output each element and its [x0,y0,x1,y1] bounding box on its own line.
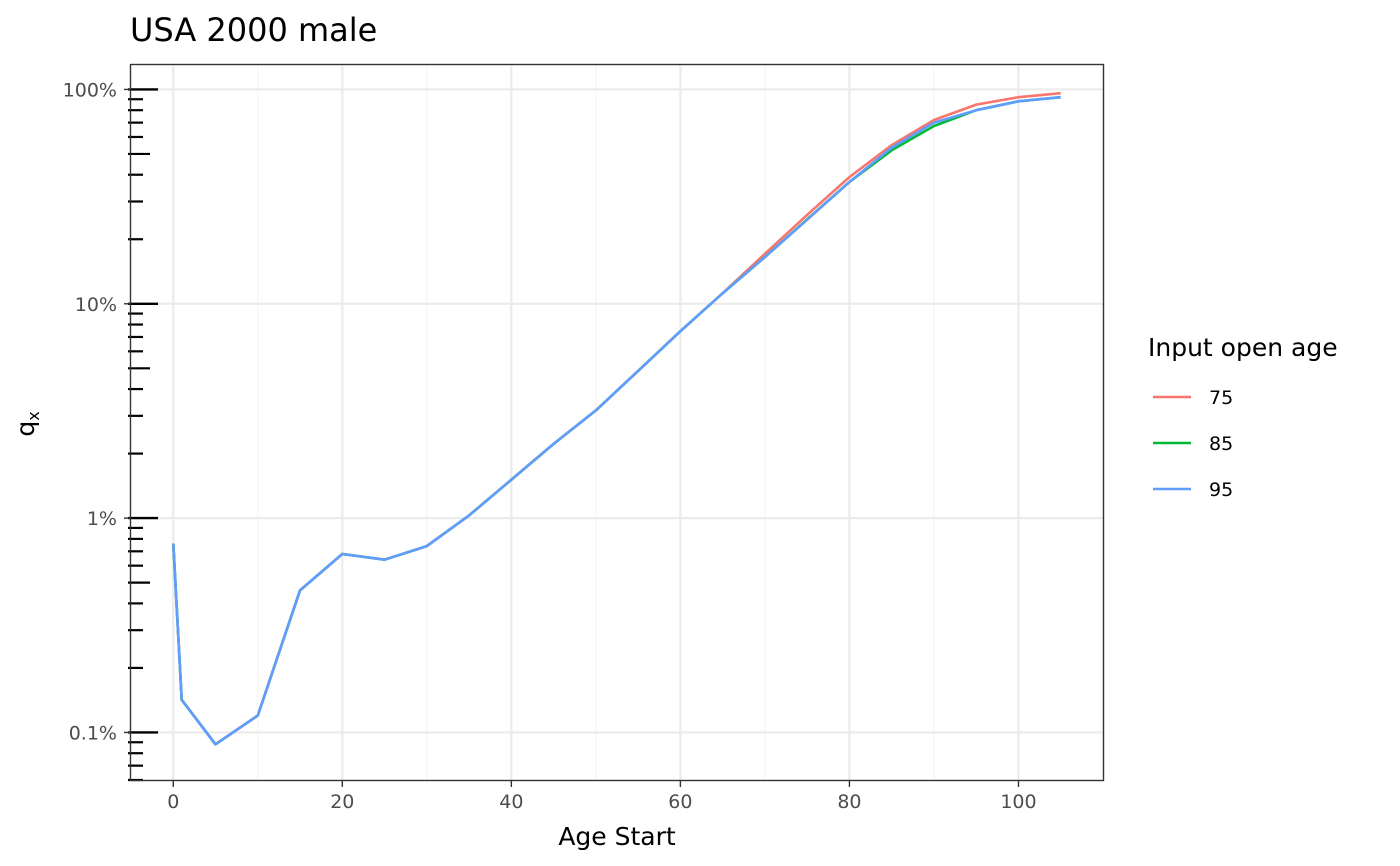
legend-label-95: 95 [1209,479,1233,501]
x-tick-label: 100 [1000,791,1036,813]
legend-label-75: 75 [1209,387,1233,409]
chart-title: USA 2000 male [130,11,377,49]
legend-label-85: 85 [1209,433,1233,455]
y-tick-label: 1% [87,508,117,530]
y-axis-title-group: qx [11,411,43,436]
x-tick-label: 20 [330,791,354,813]
x-tick-label: 80 [837,791,861,813]
series-line-75 [172,91,1061,746]
y-axis-log-ticks [128,88,158,782]
y-axis-title-subscript: x [24,411,43,420]
y-axis-title-main: q [11,421,40,437]
x-axis: 0 20 40 60 80 100 [167,780,1037,813]
series-line-85 [172,95,1061,746]
y-tick-label: 0.1% [69,722,117,744]
grid [131,65,1103,780]
legend: Input open age 75 85 95 [1148,333,1338,501]
y-axis: 0.1% 1% 10% 100% [63,79,131,744]
x-tick-label: 40 [499,791,523,813]
x-axis-title: Age Start [558,822,676,851]
legend-title: Input open age [1148,333,1338,362]
y-tick-label: 100% [63,79,117,101]
panel-border [129,63,1105,782]
series-line-95 [172,95,1061,746]
y-tick-label: 10% [75,294,117,316]
x-tick-label: 0 [167,791,179,813]
y-axis-title: qx [11,411,43,436]
series-group [172,91,1061,746]
x-tick-label: 60 [668,791,692,813]
